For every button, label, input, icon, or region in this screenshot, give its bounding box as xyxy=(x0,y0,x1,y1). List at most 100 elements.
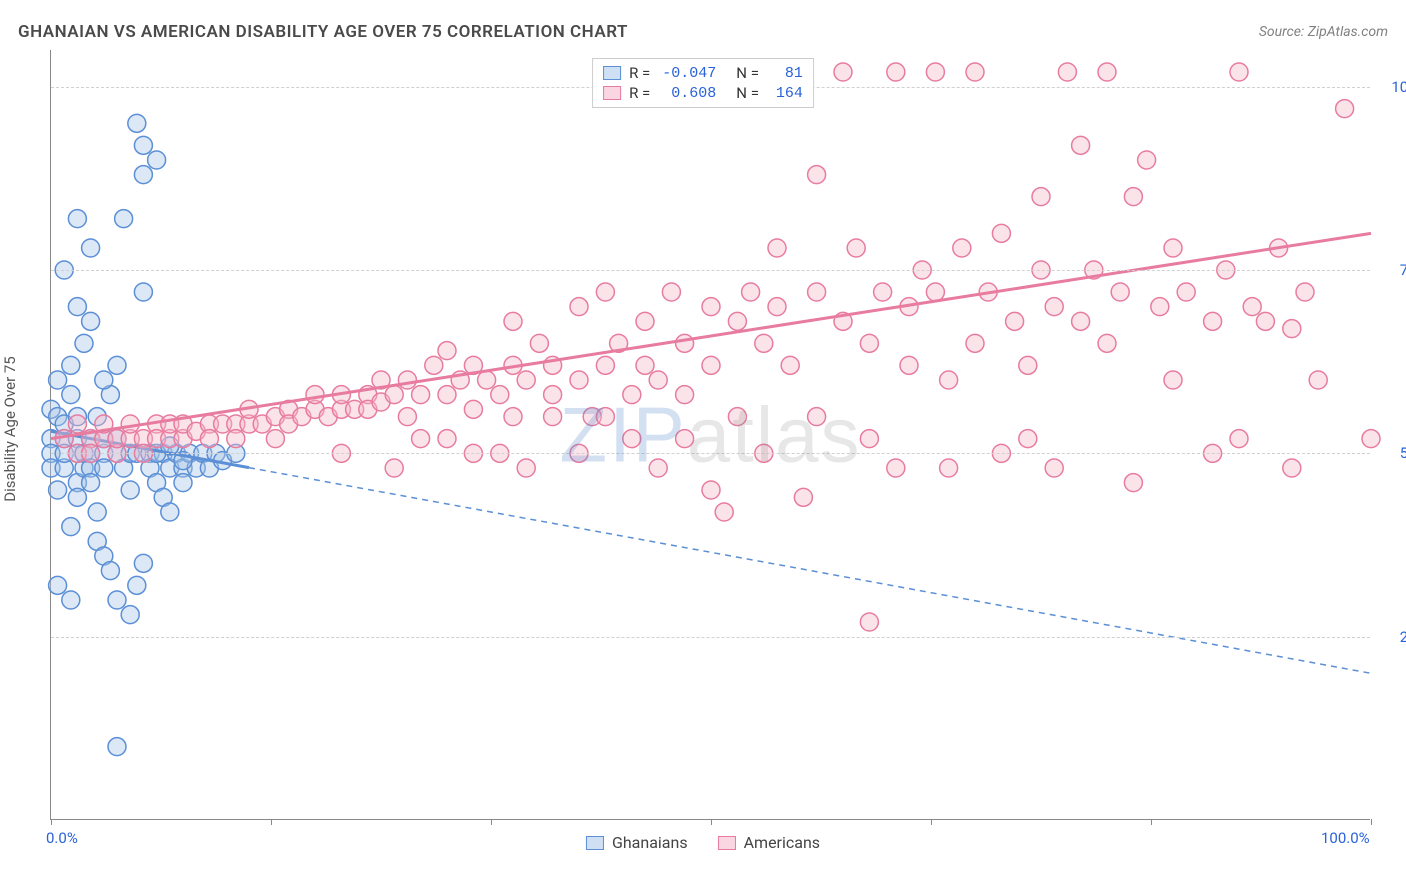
scatter-point xyxy=(95,459,113,477)
scatter-point xyxy=(385,459,403,477)
scatter-point xyxy=(940,371,958,389)
scatter-point xyxy=(596,356,614,374)
scatter-point xyxy=(1006,312,1024,330)
scatter-point xyxy=(82,474,100,492)
legend-r-value: 0.608 xyxy=(658,85,716,102)
scatter-point xyxy=(966,63,984,81)
x-tick xyxy=(271,819,272,825)
scatter-point xyxy=(68,298,86,316)
scatter-point xyxy=(134,166,152,184)
scatter-point xyxy=(75,334,93,352)
scatter-point xyxy=(728,312,746,330)
scatter-svg xyxy=(51,50,1370,819)
scatter-point xyxy=(676,334,694,352)
scatter-point xyxy=(728,408,746,426)
scatter-point xyxy=(464,400,482,418)
scatter-point xyxy=(1032,188,1050,206)
scatter-point xyxy=(702,481,720,499)
scatter-point xyxy=(128,576,146,594)
y-axis-label: Disability Age Over 75 xyxy=(1,356,19,501)
scatter-point xyxy=(1296,283,1314,301)
legend-swatch xyxy=(586,836,604,850)
plot-area: ZIPatlas 25.0%50.0%75.0%100.0%0.0%100.0% xyxy=(50,50,1370,820)
scatter-point xyxy=(636,312,654,330)
scatter-point xyxy=(49,576,67,594)
scatter-point xyxy=(768,298,786,316)
scatter-point xyxy=(570,298,588,316)
scatter-point xyxy=(596,283,614,301)
scatter-point xyxy=(68,488,86,506)
scatter-point xyxy=(1124,188,1142,206)
scatter-point xyxy=(115,210,133,228)
legend-n-value: 164 xyxy=(767,85,803,102)
legend-r-label: R = xyxy=(629,84,650,102)
scatter-point xyxy=(662,283,680,301)
scatter-point xyxy=(1019,356,1037,374)
scatter-point xyxy=(121,606,139,624)
scatter-point xyxy=(68,210,86,228)
scatter-point xyxy=(200,430,218,448)
x-tick xyxy=(491,819,492,825)
scatter-point xyxy=(1019,430,1037,448)
legend-swatch xyxy=(603,86,621,100)
y-tick-label: 25.0% xyxy=(1380,628,1406,646)
scatter-point xyxy=(544,386,562,404)
legend-label: Ghanaians xyxy=(612,833,688,852)
scatter-point xyxy=(570,371,588,389)
scatter-point xyxy=(438,430,456,448)
scatter-point xyxy=(121,481,139,499)
legend-row: R =0.608N =164 xyxy=(603,83,803,103)
scatter-point xyxy=(953,239,971,257)
legend-label: Americans xyxy=(744,833,820,852)
y-tick-label: 75.0% xyxy=(1380,261,1406,279)
scatter-point xyxy=(1045,459,1063,477)
scatter-point xyxy=(1243,298,1261,316)
scatter-point xyxy=(530,334,548,352)
scatter-point xyxy=(1058,63,1076,81)
gridline-h xyxy=(51,637,1370,638)
scatter-point xyxy=(438,386,456,404)
scatter-point xyxy=(491,386,509,404)
scatter-point xyxy=(649,371,667,389)
scatter-point xyxy=(1283,320,1301,338)
scatter-point xyxy=(860,334,878,352)
scatter-point xyxy=(926,63,944,81)
scatter-point xyxy=(49,371,67,389)
scatter-point xyxy=(412,386,430,404)
scatter-point xyxy=(412,430,430,448)
legend-swatch xyxy=(718,836,736,850)
scatter-point xyxy=(860,430,878,448)
legend-r-value: -0.047 xyxy=(658,65,716,82)
scatter-point xyxy=(702,356,720,374)
scatter-point xyxy=(161,503,179,521)
scatter-point xyxy=(1151,298,1169,316)
scatter-point xyxy=(1204,312,1222,330)
legend-n-label: N = xyxy=(736,64,759,82)
x-tick xyxy=(1371,819,1372,825)
scatter-point xyxy=(504,408,522,426)
scatter-point xyxy=(227,430,245,448)
x-tick-label: 100.0% xyxy=(1321,829,1370,847)
scatter-point xyxy=(1283,459,1301,477)
scatter-point xyxy=(517,371,535,389)
scatter-point xyxy=(636,356,654,374)
scatter-point xyxy=(108,356,126,374)
scatter-point xyxy=(398,408,416,426)
scatter-point xyxy=(887,459,905,477)
scatter-point xyxy=(68,415,86,433)
scatter-point xyxy=(385,386,403,404)
scatter-point xyxy=(1111,283,1129,301)
x-tick-label: 0.0% xyxy=(46,829,78,847)
scatter-point xyxy=(992,224,1010,242)
series-legend: Ghanaians Americans xyxy=(586,833,820,852)
correlation-legend: R =-0.047N =81R =0.608N =164 xyxy=(592,58,814,108)
gridline-h xyxy=(51,453,1370,454)
scatter-point xyxy=(95,371,113,389)
scatter-point xyxy=(1336,100,1354,118)
scatter-point xyxy=(781,356,799,374)
scatter-point xyxy=(1124,474,1142,492)
scatter-point xyxy=(62,518,80,536)
legend-n-value: 81 xyxy=(767,65,803,82)
scatter-point xyxy=(887,63,905,81)
scatter-point xyxy=(1072,136,1090,154)
